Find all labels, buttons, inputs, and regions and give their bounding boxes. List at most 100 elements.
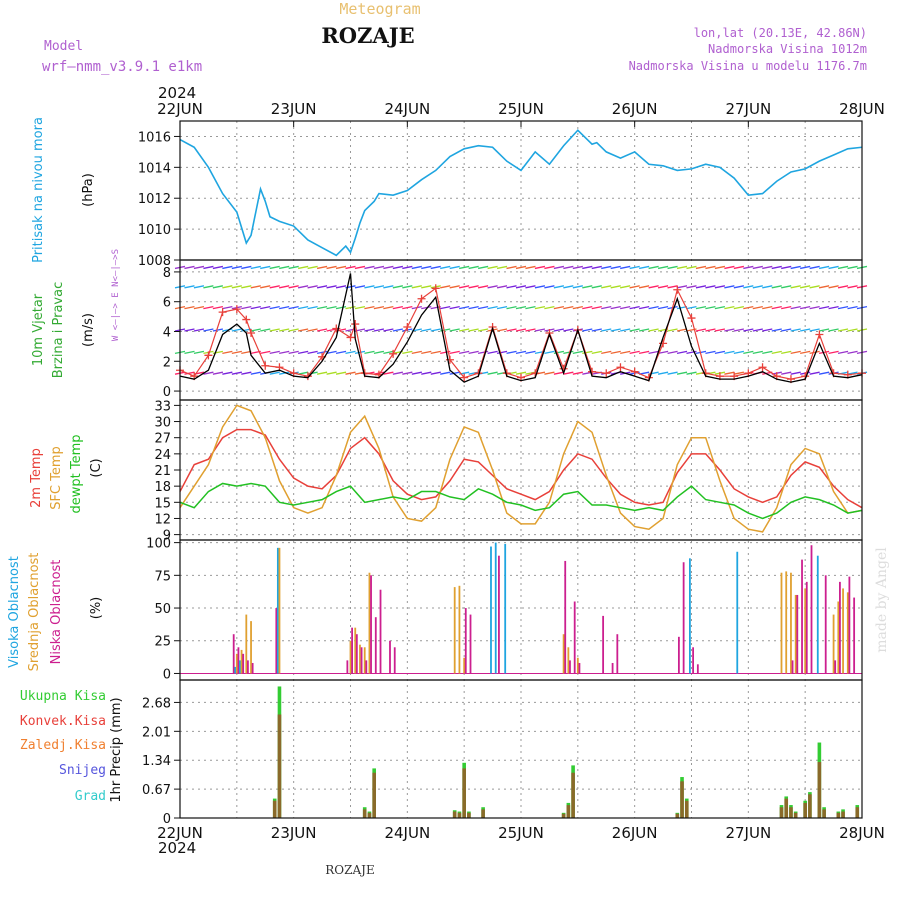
wind-barb	[800, 328, 811, 332]
low-cloud-bar	[351, 627, 353, 674]
wind-barb	[515, 306, 527, 310]
pressure-ylabel: Pritisak na nivou mora (hPa)	[31, 117, 96, 263]
low-cloud-bar	[801, 559, 803, 674]
wind-barb	[212, 285, 224, 289]
wind-barb	[781, 306, 792, 310]
wind-barb	[421, 265, 432, 270]
x-tick-label-top: 26JUN	[612, 100, 658, 118]
x-tick-label-bottom: 26JUN	[612, 824, 658, 842]
low-cloud-bar	[616, 634, 619, 674]
wind-barb	[392, 285, 403, 289]
wind-barb	[203, 285, 214, 289]
wind-barb	[364, 350, 375, 354]
low-cloud-bar	[810, 545, 813, 674]
y-tick-label: 4	[163, 325, 171, 340]
wind-barb	[847, 328, 858, 332]
wind-barb	[809, 328, 820, 332]
wind-barb	[212, 265, 224, 270]
wind-barb	[572, 285, 583, 289]
mid-cloud-bar	[458, 585, 461, 674]
mid-cloud-bar	[837, 601, 840, 674]
wind-barb	[184, 350, 195, 354]
wind-barb	[752, 265, 763, 270]
wind-barb	[657, 306, 669, 310]
wind-barb	[544, 350, 555, 354]
wind-barb	[762, 285, 773, 289]
wind-barb	[847, 350, 858, 354]
wind-barb	[459, 306, 470, 310]
convective-precip-bar	[272, 800, 277, 818]
year-label-top: 2024	[158, 84, 196, 102]
wind-barb	[250, 328, 261, 332]
wind-barb	[553, 328, 565, 332]
wind-barb	[790, 328, 801, 332]
wind-barb	[695, 350, 707, 354]
x-tick-label-bottom: 25JUN	[498, 824, 544, 842]
wind-barb	[534, 265, 546, 270]
wind-barb	[582, 306, 593, 310]
wind-barb	[620, 265, 631, 270]
wind-barb	[383, 306, 394, 310]
dewpt-title-label: dewpt Temp	[69, 434, 84, 513]
wind-barb	[487, 350, 498, 354]
wind-barb	[771, 265, 782, 270]
y-tick-label: 18	[154, 480, 171, 495]
wind-barb	[601, 265, 612, 270]
low-cloud-bar	[370, 575, 372, 674]
wind-barb	[563, 328, 574, 332]
wind-barb	[383, 285, 394, 289]
wind-barb	[506, 328, 517, 332]
wind-barb	[809, 306, 820, 310]
wind-barb	[383, 265, 394, 270]
low-cloud-bar	[682, 562, 685, 674]
wind-barb	[686, 350, 697, 354]
pressure-line	[179, 129, 863, 257]
wind-barb	[781, 328, 792, 332]
wind-barb	[506, 350, 517, 354]
wind-barb	[790, 285, 801, 289]
wind-barb	[733, 328, 744, 332]
wind-barb	[250, 285, 261, 289]
low-cloud-bar	[247, 660, 249, 674]
y-tick-label: 21	[154, 464, 171, 479]
wind-barb	[241, 306, 252, 310]
high-cloud-bar	[504, 543, 507, 674]
x-tick-label-bottom: 28JUN	[839, 824, 885, 842]
wind-barb	[326, 371, 337, 375]
convective-precip-bar	[855, 807, 860, 818]
low-cloud-bar	[365, 660, 368, 674]
wind-barb	[515, 350, 527, 354]
wind-barb	[411, 350, 422, 354]
wind-barb	[610, 306, 621, 310]
wind-direction-legend: W <—|—> E N<—|—>S	[111, 249, 121, 341]
mid-cloud-bar	[842, 588, 844, 674]
station-title: ROZAJE	[321, 23, 414, 48]
wind-barb	[279, 285, 290, 289]
wind-barb	[648, 306, 659, 310]
low-cloud-bar	[393, 647, 396, 674]
wind-barb	[781, 285, 792, 289]
wind-barb	[260, 328, 271, 332]
wind-barb	[354, 350, 366, 354]
x-tick-label-top: 22JUN	[157, 100, 203, 118]
wind-barb	[212, 350, 224, 354]
wind-barb	[771, 306, 782, 310]
wind-barb	[449, 285, 460, 289]
wind-barb	[468, 328, 479, 332]
wind-barb	[837, 350, 849, 354]
sfc-temp-line	[179, 404, 863, 533]
wind-barb	[534, 306, 546, 310]
mid-cloud-bar	[804, 588, 807, 674]
wind-barb	[307, 265, 318, 270]
wind-barb	[525, 371, 536, 375]
mid-cloud-bar	[576, 657, 579, 674]
wind-barb	[657, 371, 669, 375]
wind-barb	[316, 306, 328, 310]
wind-barb	[818, 265, 830, 270]
wind-barb	[269, 306, 280, 310]
wind-barb	[241, 371, 252, 375]
wind-barb	[449, 306, 460, 310]
mid-cloud-bar	[846, 592, 849, 674]
wind-barb	[781, 371, 792, 375]
wind-barb	[222, 306, 233, 310]
